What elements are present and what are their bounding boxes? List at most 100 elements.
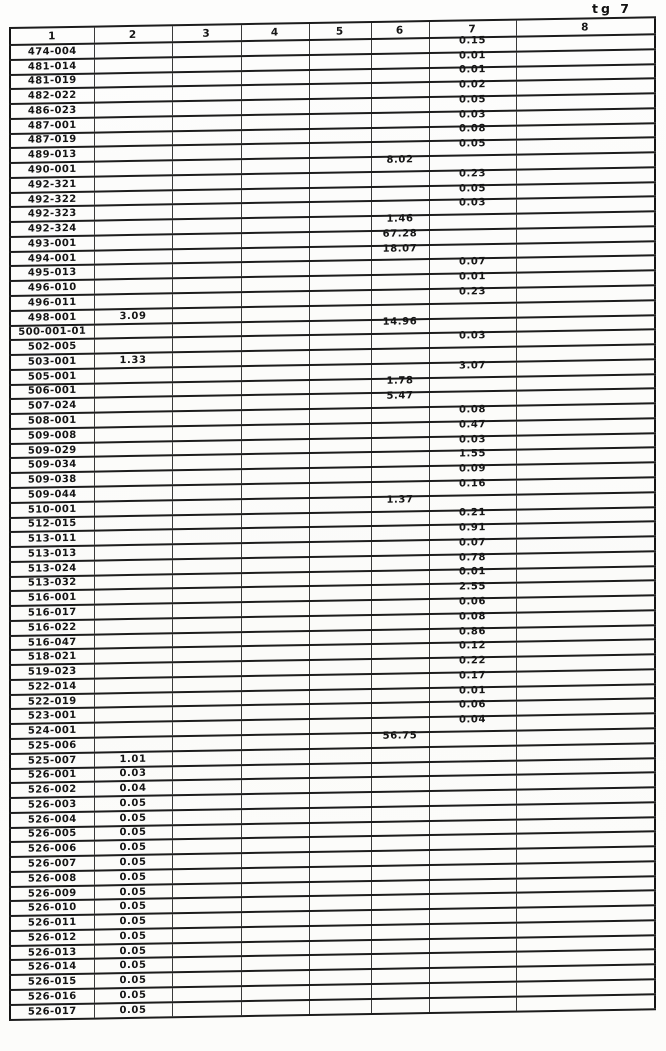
value-cell — [94, 160, 172, 177]
value-cell — [371, 687, 429, 704]
value-cell — [309, 614, 371, 631]
value-cell — [309, 216, 371, 232]
value-cell — [309, 659, 371, 675]
value-cell — [241, 512, 309, 529]
column-header: 2 — [94, 25, 172, 44]
value-cell — [94, 71, 172, 88]
value-cell — [241, 955, 309, 972]
value-cell — [309, 378, 371, 395]
value-cell: 3.07 — [429, 359, 516, 378]
value-cell — [309, 260, 371, 277]
value-cell — [94, 603, 172, 620]
value-cell — [371, 67, 429, 84]
value-cell — [94, 249, 172, 266]
value-cell — [241, 468, 309, 485]
value-cell — [241, 438, 309, 455]
value-cell — [371, 776, 429, 793]
value-cell — [309, 526, 371, 543]
row-id-cell: 493-001 — [10, 235, 94, 252]
value-cell — [94, 588, 172, 605]
value-cell: 0.03 — [429, 330, 516, 349]
value-cell — [172, 882, 241, 899]
value-cell — [309, 747, 371, 764]
value-cell — [371, 421, 429, 438]
row-id-cell: 526-016 — [10, 988, 94, 1005]
row-id-cell: 474-004 — [10, 43, 94, 60]
cell-value: 56.75 — [382, 730, 418, 742]
value-cell: 0.23 — [429, 286, 516, 304]
value-cell — [94, 189, 172, 207]
row-id-cell: 526-003 — [10, 796, 94, 813]
value-cell — [172, 941, 241, 958]
row-id-cell: 481-014 — [10, 58, 94, 75]
row-id-cell: 503-001 — [10, 353, 94, 370]
value-cell — [172, 735, 241, 752]
value-cell — [172, 351, 241, 368]
value-cell — [429, 952, 516, 969]
value-cell — [241, 246, 309, 263]
value-cell: 0.05 — [94, 913, 172, 930]
value-cell — [172, 513, 241, 530]
value-cell — [309, 895, 371, 912]
value-cell — [371, 111, 429, 128]
value-cell — [94, 263, 172, 280]
cell-value: 1.78 — [386, 375, 414, 388]
row-id-cell: 509-044 — [10, 486, 94, 503]
value-cell — [172, 956, 241, 973]
value-cell — [371, 746, 429, 763]
value-cell — [429, 376, 516, 393]
row-id-cell: 526-014 — [10, 959, 94, 976]
column-header: 3 — [172, 24, 241, 43]
value-cell — [309, 673, 371, 690]
value-cell — [94, 42, 172, 59]
row-id-cell: 516-047 — [10, 634, 94, 651]
row-id-cell: 502-005 — [10, 338, 94, 356]
value-cell — [94, 691, 172, 709]
value-cell — [429, 966, 516, 984]
row-id-cell: 513-032 — [10, 575, 94, 592]
value-cell — [371, 879, 429, 896]
value-cell — [371, 909, 429, 925]
value-cell — [172, 70, 241, 87]
value-cell — [94, 337, 172, 354]
value-cell — [172, 262, 241, 279]
cell-value: 0.05 — [458, 182, 487, 195]
value-cell — [429, 302, 516, 319]
value-cell — [94, 411, 172, 428]
value-cell — [172, 897, 241, 914]
row-id-cell: 509-008 — [10, 427, 94, 444]
value-cell: 1.37 — [371, 494, 429, 512]
cell-value: 0.07 — [458, 536, 487, 549]
value-cell — [241, 113, 309, 130]
value-cell — [94, 440, 172, 458]
row-id-cell: 492-323 — [10, 206, 94, 223]
value-cell — [371, 126, 429, 143]
value-cell — [309, 98, 371, 114]
value-cell — [241, 704, 309, 721]
row-id-cell: 494-001 — [10, 250, 94, 267]
cell-value: 0.08 — [458, 404, 487, 416]
value-cell: 14.96 — [371, 317, 429, 335]
value-cell: 0.05 — [94, 839, 172, 856]
column-header: 5 — [309, 21, 371, 41]
value-cell — [241, 202, 309, 219]
value-cell — [241, 99, 309, 115]
cell-value: 0.06 — [458, 596, 487, 608]
value-cell — [371, 52, 429, 69]
value-cell — [94, 86, 172, 103]
value-cell — [429, 937, 516, 954]
value-cell — [172, 425, 241, 441]
value-cell — [371, 968, 429, 984]
value-cell — [172, 247, 241, 264]
value-cell — [172, 336, 241, 353]
cell-value: 0.78 — [458, 551, 487, 564]
cell-value: 3.07 — [458, 359, 487, 372]
value-cell — [172, 587, 241, 604]
row-id-cell: 526-012 — [10, 929, 94, 946]
value-cell — [429, 996, 516, 1013]
value-cell — [429, 774, 516, 792]
value-cell — [309, 452, 371, 469]
value-cell: 56.75 — [371, 730, 429, 748]
value-cell — [371, 185, 429, 202]
value-cell — [172, 868, 241, 884]
